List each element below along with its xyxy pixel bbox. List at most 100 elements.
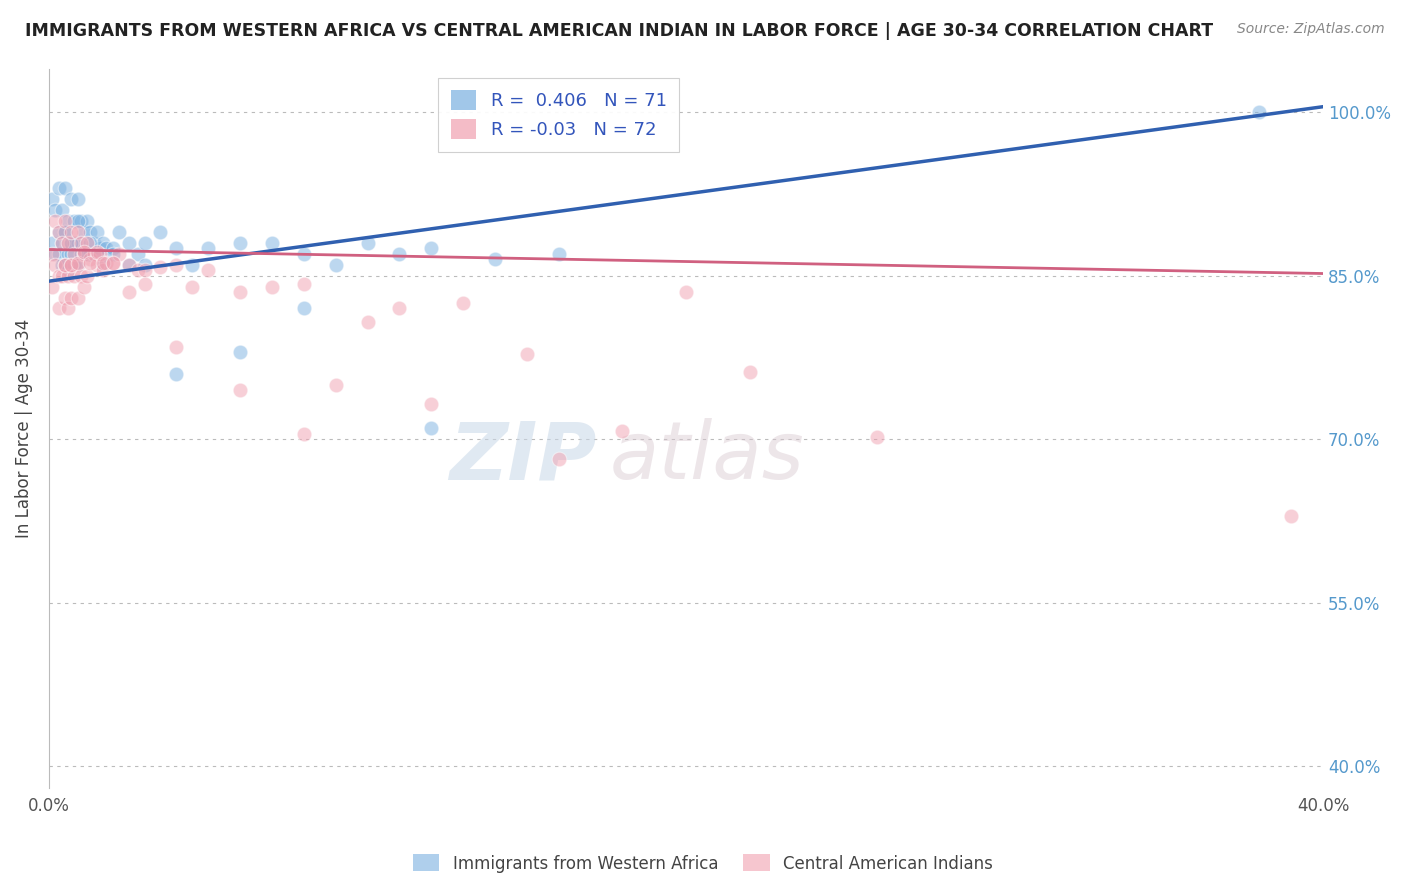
Point	[60, 225, 83, 239]
Point	[101, 255, 124, 269]
Point	[134, 277, 156, 292]
Point	[69, 247, 91, 261]
Point	[44, 214, 66, 228]
Point	[108, 225, 131, 239]
Point	[101, 255, 124, 269]
Point	[117, 235, 139, 250]
Point	[79, 235, 101, 250]
Legend: R =  0.406   N = 71, R = -0.03   N = 72: R = 0.406 N = 71, R = -0.03 N = 72	[439, 78, 679, 152]
Point	[44, 203, 66, 218]
Point	[56, 214, 79, 228]
Point	[1249, 105, 1271, 120]
Point	[56, 301, 79, 316]
Point	[66, 193, 89, 207]
Point	[63, 214, 86, 228]
Point	[108, 247, 131, 261]
Point	[51, 235, 73, 250]
Point	[451, 296, 474, 310]
Point	[51, 235, 73, 250]
Point	[53, 214, 76, 228]
Point	[73, 247, 96, 261]
Point	[292, 301, 315, 316]
Point	[60, 247, 83, 261]
Point	[101, 247, 124, 261]
Point	[83, 247, 105, 261]
Point	[63, 268, 86, 283]
Point	[69, 214, 91, 228]
Point	[547, 451, 569, 466]
Point	[48, 181, 70, 195]
Point	[66, 225, 89, 239]
Point	[79, 252, 101, 267]
Legend: Immigrants from Western Africa, Central American Indians: Immigrants from Western Africa, Central …	[406, 847, 1000, 880]
Point	[56, 268, 79, 283]
Point	[165, 367, 187, 381]
Y-axis label: In Labor Force | Age 30-34: In Labor Force | Age 30-34	[15, 318, 32, 538]
Point	[44, 247, 66, 261]
Point	[41, 193, 63, 207]
Point	[41, 235, 63, 250]
Point	[48, 225, 70, 239]
Point	[117, 258, 139, 272]
Point	[41, 247, 63, 261]
Point	[63, 235, 86, 250]
Point	[53, 258, 76, 272]
Point	[53, 291, 76, 305]
Point	[73, 225, 96, 239]
Point	[60, 258, 83, 272]
Point	[229, 235, 252, 250]
Text: ZIP: ZIP	[450, 418, 598, 496]
Point	[325, 258, 347, 272]
Point	[420, 242, 443, 256]
Point	[56, 263, 79, 277]
Point	[117, 285, 139, 299]
Point	[356, 235, 378, 250]
Point	[149, 260, 172, 274]
Point	[149, 225, 172, 239]
Point	[66, 255, 89, 269]
Point	[516, 347, 538, 361]
Point	[41, 279, 63, 293]
Point	[1279, 508, 1302, 523]
Point	[83, 235, 105, 250]
Point	[73, 247, 96, 261]
Point	[388, 301, 411, 316]
Point	[356, 314, 378, 328]
Point	[53, 225, 76, 239]
Point	[134, 258, 156, 272]
Point	[60, 235, 83, 250]
Point	[73, 244, 96, 259]
Point	[44, 258, 66, 272]
Point	[96, 242, 118, 256]
Point	[60, 291, 83, 305]
Point	[91, 258, 114, 272]
Point	[181, 279, 204, 293]
Point	[101, 242, 124, 256]
Point	[91, 235, 114, 250]
Point	[76, 247, 98, 261]
Point	[229, 285, 252, 299]
Point	[86, 247, 108, 261]
Point	[66, 258, 89, 272]
Point	[388, 247, 411, 261]
Point	[91, 263, 114, 277]
Point	[89, 242, 111, 256]
Point	[48, 301, 70, 316]
Point	[675, 285, 697, 299]
Point	[325, 377, 347, 392]
Point	[292, 426, 315, 441]
Point	[51, 258, 73, 272]
Point	[73, 279, 96, 293]
Point	[165, 340, 187, 354]
Point	[53, 181, 76, 195]
Point	[738, 365, 761, 379]
Point	[79, 225, 101, 239]
Point	[165, 258, 187, 272]
Point	[53, 258, 76, 272]
Point	[229, 383, 252, 397]
Point	[292, 247, 315, 261]
Point	[260, 279, 283, 293]
Point	[60, 258, 83, 272]
Point	[60, 193, 83, 207]
Point	[51, 203, 73, 218]
